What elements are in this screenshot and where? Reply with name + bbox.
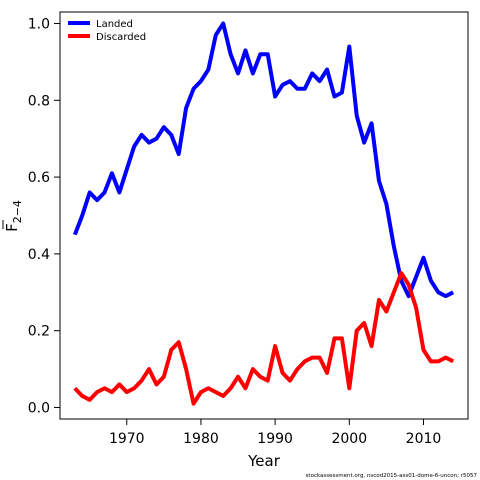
- y-axis-title-main: F: [3, 223, 21, 232]
- footer-credit: stockassessment.org, nscod2015-ass01-dom…: [306, 473, 478, 479]
- y-axis-title: F2−4: [2, 200, 24, 232]
- y-tick-label: 1.0: [28, 17, 50, 33]
- x-tick-label: 2010: [406, 431, 442, 447]
- x-tick-label: 2000: [331, 431, 367, 447]
- legend-label-landed: Landed: [96, 19, 133, 30]
- series-line-landed: [72, 21, 455, 299]
- legend: Landed Discarded: [68, 19, 146, 43]
- x-tick-label: 1980: [183, 431, 219, 447]
- y-axis-title-subscript: 2−4: [11, 200, 24, 223]
- plot-frame: [59, 11, 469, 420]
- x-tick-label: 1990: [257, 431, 293, 447]
- x-axis: 1970 1980 1990 2000 2010: [109, 419, 441, 447]
- x-tick-label: 1970: [109, 431, 145, 447]
- series-line-discarded: [73, 271, 455, 406]
- series-layer: [72, 21, 455, 406]
- x-axis-title: Year: [247, 452, 281, 470]
- y-tick-label: 0.8: [28, 93, 50, 109]
- y-tick-label: 0.6: [28, 170, 50, 186]
- y-tick-label: 0.2: [28, 324, 50, 340]
- svg-text:F2−4: F2−4: [3, 200, 24, 232]
- y-tick-label: 0.0: [28, 400, 50, 416]
- legend-label-discarded: Discarded: [96, 32, 146, 43]
- y-tick-label: 0.4: [28, 247, 50, 263]
- y-axis: 0.0 0.2 0.4 0.6 0.8 1.0: [28, 17, 60, 416]
